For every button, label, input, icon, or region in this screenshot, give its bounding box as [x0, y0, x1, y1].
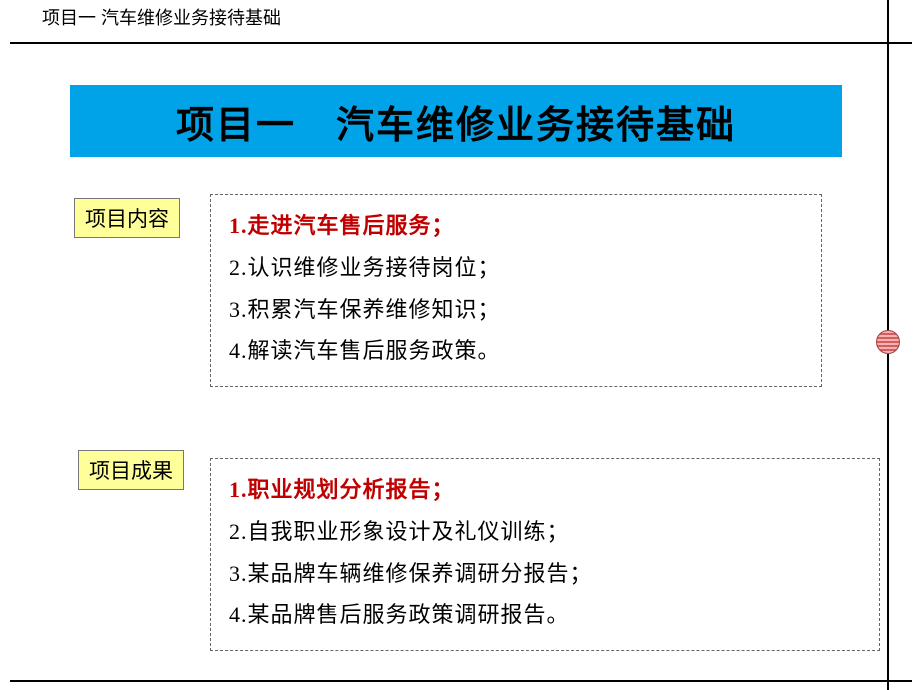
result-box: 1.职业规划分析报告； 2.自我职业形象设计及礼仪训练； 3.某品牌车辆维修保养…	[210, 458, 880, 651]
bottom-rule	[10, 680, 912, 682]
result-item: 3.某品牌车辆维修保养调研分报告；	[229, 553, 861, 595]
title-banner: 项目一 汽车维修业务接待基础	[70, 85, 842, 157]
content-item: 1.走进汽车售后服务；	[229, 205, 803, 247]
result-item: 1.职业规划分析报告；	[229, 469, 861, 511]
label-result: 项目成果	[78, 450, 184, 490]
content-item: 4.解读汽车售后服务政策。	[229, 330, 803, 372]
content-box: 1.走进汽车售后服务； 2.认识维修业务接待岗位； 3.积累汽车保养维修知识； …	[210, 194, 822, 387]
label-content: 项目内容	[74, 198, 180, 238]
result-item: 2.自我职业形象设计及礼仪训练；	[229, 511, 861, 553]
content-item: 2.认识维修业务接待岗位；	[229, 247, 803, 289]
content-item: 3.积累汽车保养维修知识；	[229, 289, 803, 331]
title-text: 项目一 汽车维修业务接待基础	[176, 94, 736, 149]
top-rule	[10, 42, 912, 44]
slide-page: 项目一 汽车维修业务接待基础 项目一 汽车维修业务接待基础 项目内容 1.走进汽…	[0, 0, 920, 690]
decorative-circle-icon	[876, 330, 900, 354]
result-item: 4.某品牌售后服务政策调研报告。	[229, 594, 861, 636]
page-header: 项目一 汽车维修业务接待基础	[42, 4, 281, 30]
